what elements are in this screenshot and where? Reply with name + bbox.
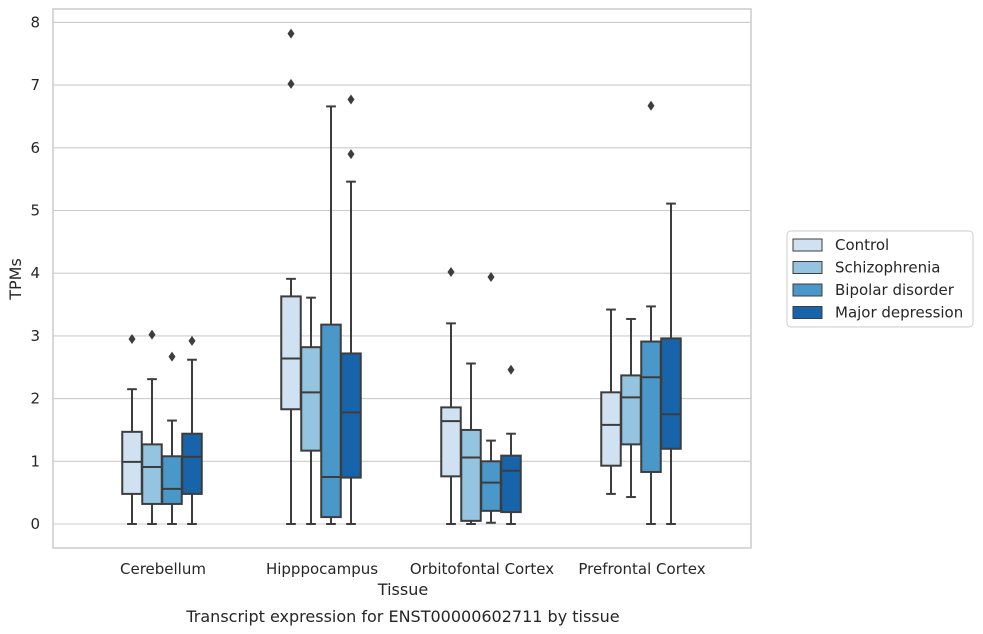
legend: Control Schizophrenia Bipolar disorder Majo… <box>786 230 974 328</box>
box-body <box>141 443 163 505</box>
outlier-point <box>347 149 355 160</box>
y-tick-labels: 0 1 2 3 4 5 6 7 8 <box>30 13 40 533</box>
y-tick-label: 8 <box>30 13 40 31</box>
box-body <box>500 454 522 514</box>
y-tick-label: 7 <box>30 76 40 94</box>
legend-swatch <box>792 238 823 252</box>
x-tick-label: Cerebellum <box>120 560 206 578</box>
chart-caption: Transcript expression for ENST0000060271… <box>185 607 619 626</box>
outlier-point <box>128 334 136 345</box>
axes-frame <box>52 8 752 549</box>
legend-label: Bipolar disorder <box>835 281 955 299</box>
legend-swatch <box>792 283 823 297</box>
box-body <box>440 406 462 478</box>
legend-swatch <box>792 261 823 274</box>
box-major-depression-2 <box>500 364 522 525</box>
box-major-depression-0 <box>181 335 203 525</box>
legend-frame <box>786 230 974 328</box>
y-tick-label: 3 <box>30 327 40 345</box>
box-body <box>660 337 682 450</box>
x-axis-label: Tissue <box>377 580 428 599</box>
box-control-3 <box>600 308 622 495</box>
legend-swatch <box>792 306 823 319</box>
box-major-depression-1 <box>340 94 362 525</box>
box-bipolar-disorder-3 <box>640 100 662 525</box>
legend-label: Major depression <box>835 304 963 322</box>
x-tick-labels: Cerebellum Hipppocampus Orbitofontal Corte… <box>120 560 706 578</box>
box-control-0 <box>121 334 143 525</box>
box-bipolar-disorder-1 <box>320 105 342 525</box>
outlier-point <box>347 94 355 105</box>
box-body <box>480 460 502 512</box>
legend-label: Schizophrenia <box>835 259 940 277</box>
outlier-point <box>507 364 515 375</box>
box-body <box>181 432 203 495</box>
box-body <box>340 352 362 479</box>
box-schizophrenia-0 <box>141 329 163 525</box>
box-body <box>600 391 622 467</box>
outlier-point <box>168 351 176 362</box>
box-schizophrenia-3 <box>620 317 642 499</box>
box-control-1 <box>280 28 302 525</box>
box-body <box>460 428 482 522</box>
box-major-depression-3 <box>660 202 682 525</box>
outlier-point <box>487 271 495 282</box>
y-axis-label: TPMs <box>6 258 25 301</box>
outlier-point <box>287 28 295 39</box>
y-tick-label: 5 <box>30 202 40 220</box>
outlier-point <box>148 329 156 340</box>
y-tick-label: 0 <box>30 515 40 533</box>
plot-area <box>121 28 682 525</box>
outlier-point <box>647 100 655 111</box>
outlier-point <box>447 266 455 277</box>
box-body <box>620 374 642 446</box>
box-body <box>280 295 302 411</box>
y-tick-label: 1 <box>30 452 40 470</box>
x-tick-label: Prefrontal Cortex <box>578 560 705 578</box>
box-bipolar-disorder-2 <box>480 271 502 524</box>
y-tick-label: 2 <box>30 390 40 408</box>
box-body <box>300 346 322 452</box>
box-body <box>320 323 342 519</box>
plot-frame <box>52 8 752 549</box>
box-body <box>640 340 662 473</box>
y-tick-label: 6 <box>30 139 40 157</box>
y-tick-label: 4 <box>30 264 40 282</box>
box-control-2 <box>440 266 462 525</box>
box-schizophrenia-1 <box>300 296 322 525</box>
box-bipolar-disorder-0 <box>161 351 183 525</box>
outlier-point <box>287 78 295 89</box>
legend-label: Control <box>835 236 889 254</box>
x-tick-label: Hipppocampus <box>266 560 378 578</box>
box-schizophrenia-2 <box>460 362 482 525</box>
x-tick-label: Orbitofontal Cortex <box>410 560 554 578</box>
outlier-point <box>188 335 196 346</box>
box-body <box>161 455 183 505</box>
